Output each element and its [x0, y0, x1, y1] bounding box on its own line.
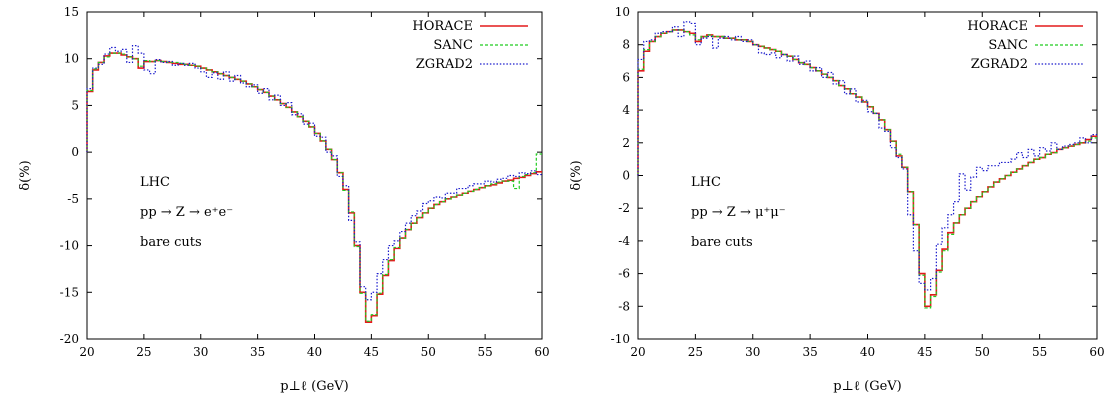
- y-tick-label: -10: [60, 239, 79, 253]
- x-tick-label: 55: [1032, 345, 1047, 359]
- y-tick-label: -8: [618, 299, 630, 313]
- x-tick-label: 60: [1089, 345, 1104, 359]
- y-tick-label: 15: [64, 5, 79, 19]
- annotation: pp → Z → e⁺e⁻: [140, 205, 233, 220]
- x-tick-label: 50: [975, 345, 990, 359]
- legend-label: HORACE: [412, 19, 473, 34]
- x-tick-label: 25: [688, 345, 703, 359]
- y-tick-label: -15: [60, 285, 79, 299]
- annotation: LHC: [691, 175, 721, 190]
- y-tick-label: -20: [60, 332, 79, 346]
- chart-muon: 20 25 30 35 40 45 50 55 60 -10 -8 -6 -4 -2 0 2 4 6 8 10 p⊥ℓ …: [569, 5, 1105, 394]
- annotation: bare cuts: [140, 235, 202, 250]
- series-line-horace: [637, 29, 1097, 308]
- y-tick-label: -10: [611, 332, 630, 346]
- series-line-sanc: [86, 52, 542, 322]
- y-tick-label: 8: [622, 38, 630, 52]
- annotation: LHC: [140, 175, 170, 190]
- x-tick-label: 30: [193, 345, 208, 359]
- x-axis-label: p⊥ℓ (GeV): [280, 379, 349, 394]
- y-tick-label: 6: [622, 70, 630, 84]
- legend-label: ZGRAD2: [971, 57, 1028, 72]
- y-tick-label: 0: [622, 169, 630, 183]
- x-tick-label: 45: [364, 345, 379, 359]
- y-axis-label: δ(%): [18, 160, 33, 190]
- x-tick-label: 45: [917, 345, 932, 359]
- x-tick-label: 55: [477, 345, 492, 359]
- x-tick-label: 50: [421, 345, 436, 359]
- y-tick-label: 0: [71, 145, 79, 159]
- y-tick-label: 10: [64, 52, 79, 66]
- y-tick-label: -4: [618, 234, 630, 248]
- legend-label: SANC: [988, 38, 1028, 53]
- x-tick-label: 30: [745, 345, 760, 359]
- annotation: bare cuts: [691, 235, 753, 250]
- x-tick-label: 20: [79, 345, 94, 359]
- series-line-zgrad2: [86, 45, 542, 301]
- y-tick-label: 4: [622, 103, 630, 117]
- x-axis-label: p⊥ℓ (GeV): [833, 379, 902, 394]
- y-axis-label: δ(%): [569, 160, 584, 190]
- legend-label: HORACE: [967, 19, 1028, 34]
- y-tick-label: -6: [618, 267, 630, 281]
- legend-label: ZGRAD2: [416, 57, 473, 72]
- y-tick-label: 5: [71, 98, 79, 112]
- y-tick-label: 10: [615, 5, 630, 19]
- series-line-zgrad2: [637, 21, 1097, 291]
- x-tick-label: 35: [250, 345, 265, 359]
- x-tick-label: 25: [136, 345, 151, 359]
- y-tick-label: 2: [622, 136, 630, 150]
- x-tick-label: 40: [860, 345, 875, 359]
- x-tick-label: 20: [630, 345, 645, 359]
- series-line-sanc: [637, 29, 1097, 309]
- x-tick-label: 60: [534, 345, 549, 359]
- y-tick-label: -5: [67, 192, 79, 206]
- chart-electron: 20 25 30 35 40 45 50 55 60 -20 -15 -10 -5 0 5 10 15 p⊥ℓ (…: [18, 5, 550, 394]
- annotation: pp → Z → μ⁺μ⁻: [691, 205, 786, 220]
- x-tick-label: 35: [802, 345, 817, 359]
- y-tick-label: -2: [618, 201, 630, 215]
- x-tick-label: 40: [307, 345, 322, 359]
- legend-label: SANC: [433, 38, 473, 53]
